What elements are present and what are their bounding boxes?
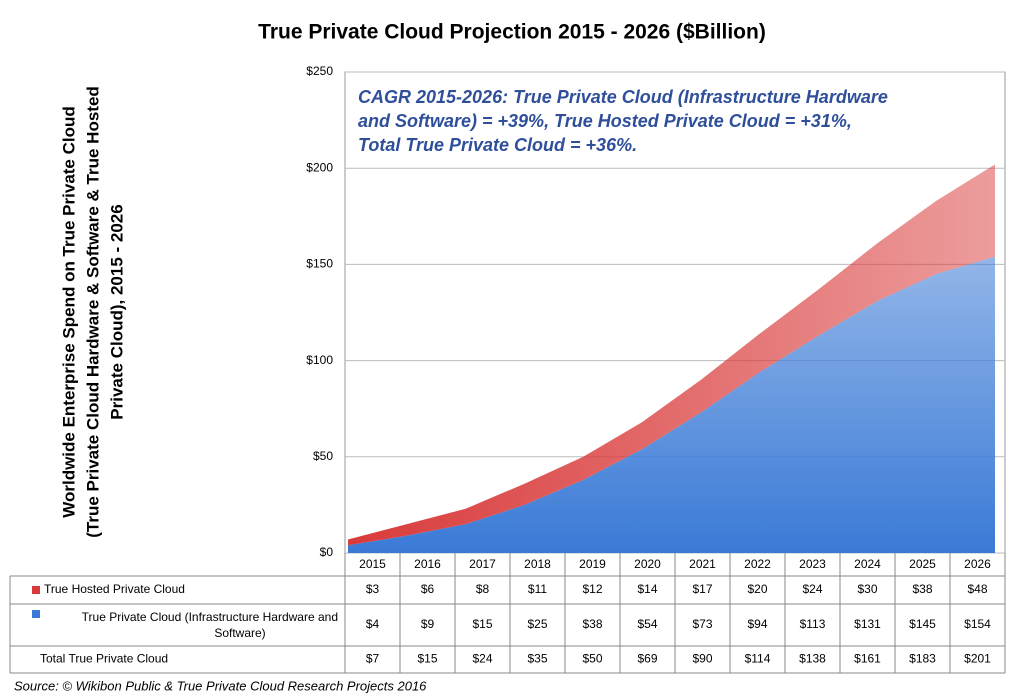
- table-cell: $54: [637, 617, 657, 631]
- table-cell: $15: [472, 617, 492, 631]
- table-cell: $6: [421, 582, 435, 596]
- table-cell: $4: [366, 617, 380, 631]
- chart-title: True Private Cloud Projection 2015 - 202…: [258, 21, 766, 44]
- x-tick-label: 2021: [689, 557, 716, 571]
- table-cell: $11: [528, 582, 547, 596]
- table-cell: $50: [582, 652, 602, 666]
- annotation: Total True Private Cloud = +36%.: [358, 135, 637, 155]
- source: Source: © Wikibon Public & True Private …: [14, 678, 427, 693]
- table-cell: $17: [692, 582, 712, 596]
- x-tick-label: 2026: [964, 557, 991, 571]
- x-tick-label: 2017: [469, 557, 496, 571]
- legend-label: True Private Cloud (Infrastructure Hardw…: [82, 610, 338, 640]
- table-cell: $201: [964, 652, 991, 666]
- table-cell: $15: [417, 652, 437, 666]
- annotation: CAGR 2015-2026: True Private Cloud (Infr…: [358, 87, 888, 107]
- table-cell: $24: [802, 582, 822, 596]
- table-cell: $9: [421, 617, 435, 631]
- legend-label-line: Software): [214, 626, 265, 640]
- table-cell: $90: [692, 652, 712, 666]
- x-tick-label: 2025: [909, 557, 936, 571]
- table-cell: $73: [692, 617, 712, 631]
- table-cell: $131: [854, 617, 881, 631]
- table-cell: $138: [799, 652, 826, 666]
- table-cell: $38: [912, 582, 932, 596]
- table-cell: $14: [637, 582, 657, 596]
- y-tick-label: $200: [306, 160, 333, 174]
- x-tick-label: 2023: [799, 557, 826, 571]
- legend-swatch: [32, 586, 40, 594]
- x-tick-label: 2018: [524, 557, 551, 571]
- y-axis-label-line: (True Private Cloud Hardware & Software …: [83, 86, 102, 538]
- table-cell: $35: [527, 652, 547, 666]
- table-cell: $145: [909, 617, 936, 631]
- x-tick-label: 2024: [854, 557, 881, 571]
- legend-label: Total True Private Cloud: [40, 652, 168, 666]
- table-cell: $3: [366, 582, 380, 596]
- y-tick-label: $100: [306, 353, 333, 367]
- table-cell: $113: [800, 617, 826, 631]
- x-tick-label: 2022: [744, 557, 771, 571]
- x-tick-label: 2019: [579, 557, 606, 571]
- table-cell: $12: [582, 582, 602, 596]
- y-axis-label: Worldwide Enterprise Spend on True Priva…: [59, 86, 126, 538]
- legend-label-line: True Private Cloud (Infrastructure Hardw…: [82, 610, 338, 624]
- table-cell: $183: [909, 652, 936, 666]
- y-axis-label-line: Worldwide Enterprise Spend on True Priva…: [59, 106, 78, 518]
- table-cell: $69: [637, 652, 657, 666]
- table-cell: $20: [747, 582, 767, 596]
- table-cell: $25: [527, 617, 547, 631]
- y-tick-label: $50: [313, 449, 333, 463]
- y-tick-label: $250: [306, 64, 333, 78]
- table-cell: $154: [964, 617, 991, 631]
- table-cell: $94: [747, 617, 767, 631]
- table-cell: $7: [366, 652, 380, 666]
- table-cell: $38: [582, 617, 602, 631]
- x-tick-label: 2020: [634, 557, 661, 571]
- table-cell: $24: [472, 652, 492, 666]
- legend-label: True Hosted Private Cloud: [44, 582, 185, 596]
- table-cell: $161: [854, 652, 881, 666]
- x-tick-label: 2016: [414, 557, 441, 571]
- y-axis-label-line: Private Cloud), 2015 - 2026: [107, 204, 126, 419]
- area: [348, 256, 995, 553]
- y-tick-label: $0: [320, 545, 334, 559]
- legend-swatch: [32, 610, 40, 618]
- table-cell: $114: [745, 652, 771, 666]
- y-tick-label: $150: [306, 257, 333, 271]
- table-cell: $48: [967, 582, 987, 596]
- annotation: and Software) = +39%, True Hosted Privat…: [358, 111, 852, 131]
- table-cell: $30: [857, 582, 877, 596]
- table-cell: $8: [476, 582, 490, 596]
- x-tick-label: 2015: [359, 557, 386, 571]
